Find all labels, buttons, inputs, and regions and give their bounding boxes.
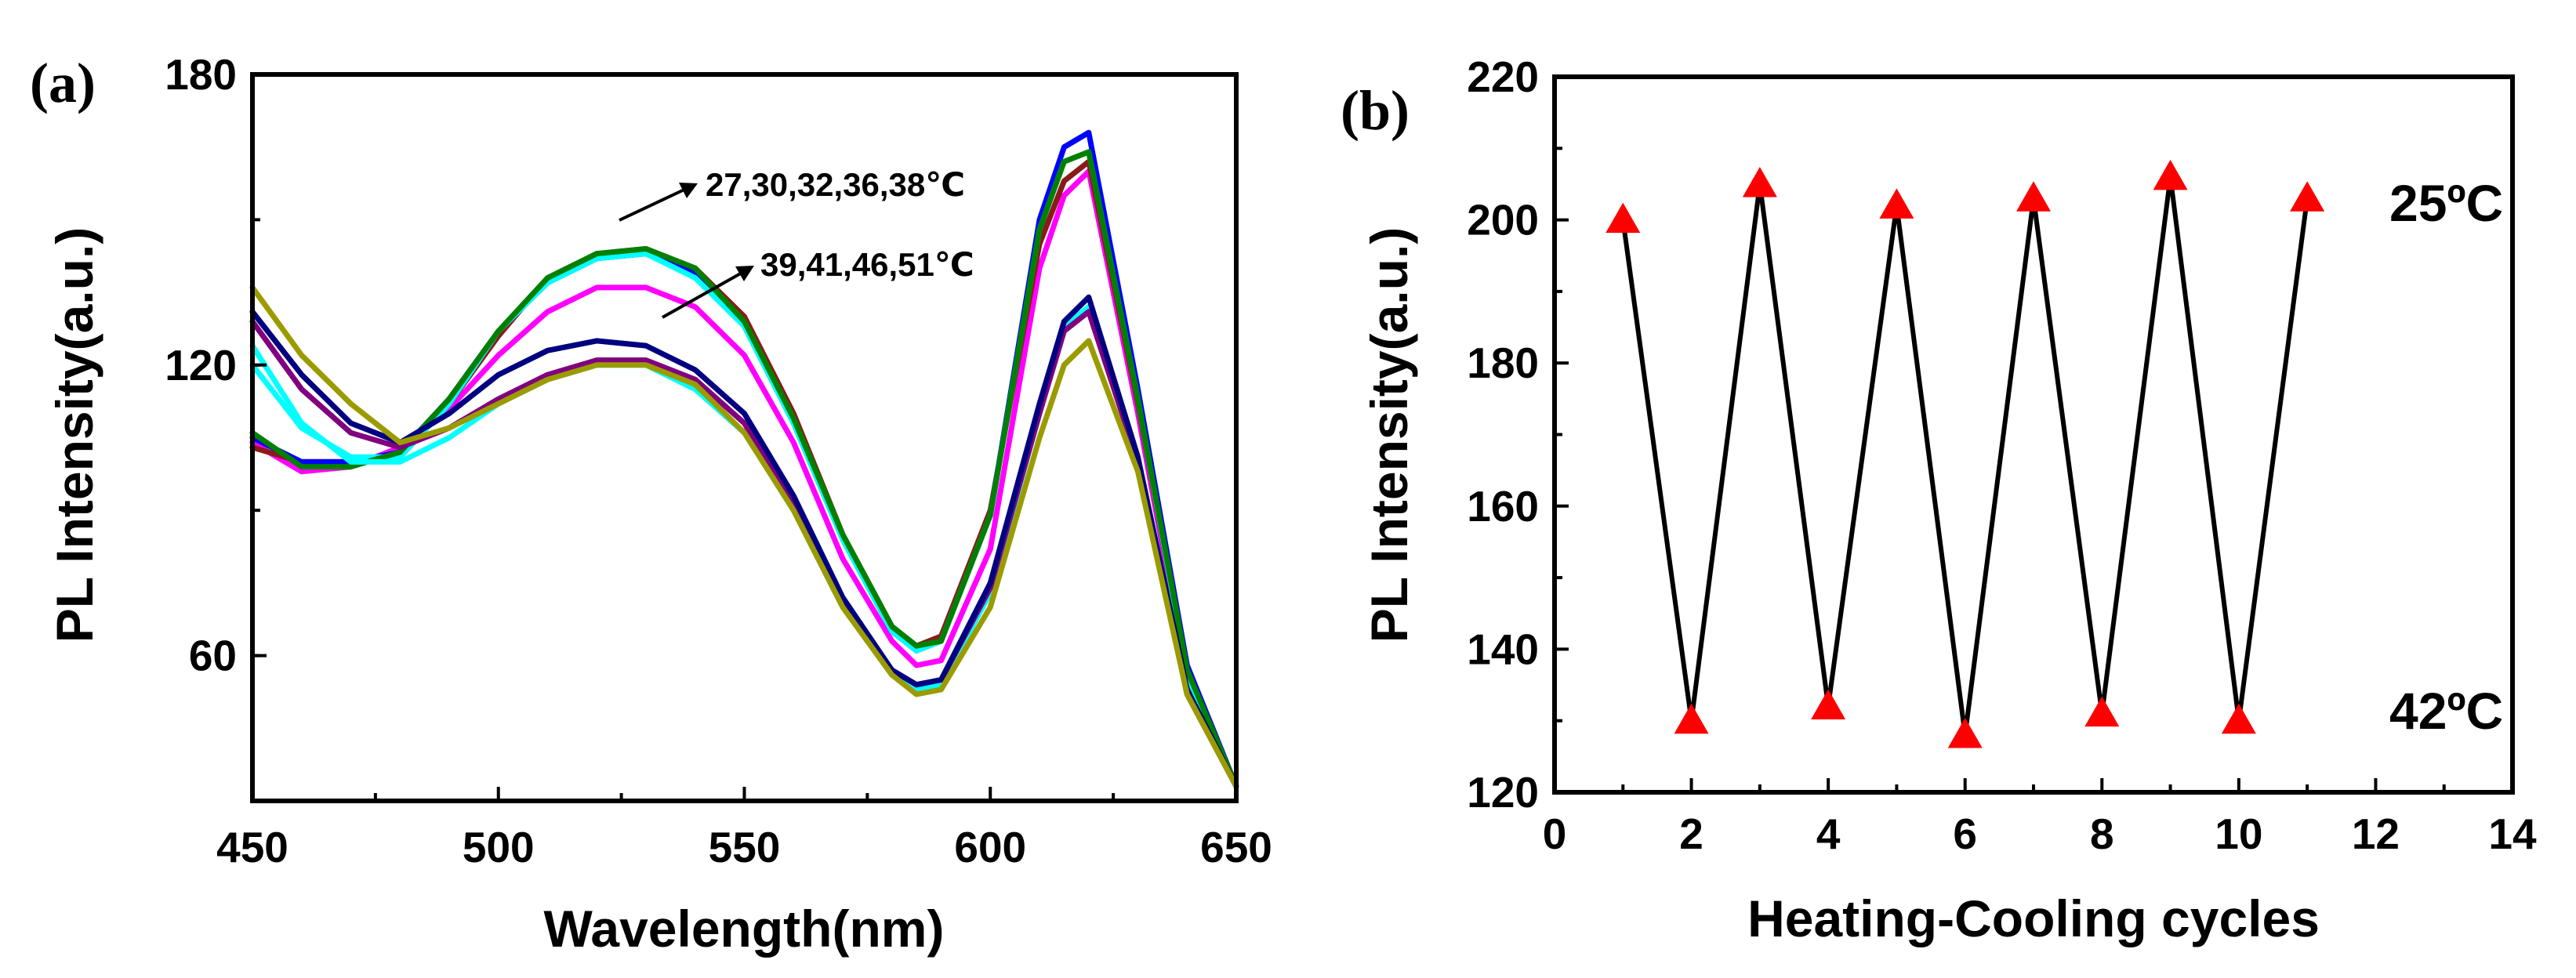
series-line-30 — [249, 158, 1239, 789]
x-tick-label: 6 — [1953, 810, 1977, 858]
cycle-marker-9 — [2153, 159, 2188, 190]
panel-a-spectra-chart: (a) 450 500 550 600 650 60 120 180 Wavelength(… — [30, 50, 1272, 958]
panel-a-y-axis: 60 120 180 — [165, 50, 267, 802]
y-tick-label: 60 — [189, 632, 237, 680]
cycle-marker-4 — [1811, 689, 1846, 719]
cycle-marker-3 — [1742, 166, 1777, 197]
series-line-39 — [249, 304, 1239, 789]
label-25c: 25ºC — [2389, 174, 2503, 232]
panel-b-markers-group — [1605, 159, 2325, 748]
label-42c: 42ºC — [2389, 682, 2503, 740]
x-tick-label: 2 — [1679, 810, 1703, 858]
x-tick-label: 14 — [2488, 810, 2537, 858]
cycle-marker-8 — [2084, 696, 2120, 727]
series-line-36 — [249, 149, 1239, 789]
annotation-arrow-2 — [662, 266, 754, 319]
panel-b-y-axis-title: PL Intensity(a.u.) — [1360, 227, 1418, 643]
cycle-marker-11 — [2290, 181, 2325, 212]
panel-a-x-axis-title: Wavelength(nm) — [544, 900, 945, 958]
annotation-low-temp-group: 27,30,32,36,38℃ — [706, 166, 965, 203]
x-tick-label: 500 — [463, 823, 535, 871]
annotation-arrow-2-head — [735, 266, 754, 281]
series-line-38 — [249, 149, 1239, 789]
x-tick-label: 600 — [954, 823, 1026, 871]
panel-a-x-axis: 450 500 550 600 650 — [216, 787, 1272, 871]
y-tick-label: 140 — [1467, 625, 1539, 673]
x-tick-label: 450 — [216, 823, 288, 871]
panel-a-y-axis-title: PL Intensity(a.u.) — [45, 227, 103, 643]
y-tick-label: 160 — [1467, 482, 1539, 531]
panel-b-x-axis: 0 2 4 6 8 10 12 14 — [1543, 778, 2537, 858]
y-tick-label: 120 — [165, 341, 237, 389]
series-line-27 — [249, 168, 1239, 789]
x-tick-label: 8 — [2090, 810, 2114, 858]
series-line-41 — [249, 309, 1239, 789]
cycle-marker-10 — [2221, 703, 2256, 734]
series-line-51 — [249, 284, 1239, 789]
x-tick-label: 550 — [709, 823, 781, 871]
cycle-marker-7 — [2016, 181, 2051, 212]
annotation-arrow-1-head — [679, 183, 698, 198]
annotation-high-temp-group: 39,41,46,51℃ — [760, 246, 974, 283]
panel-a-series-group — [249, 129, 1239, 789]
y-tick-label: 220 — [1467, 53, 1539, 101]
y-tick-label: 180 — [165, 50, 237, 99]
cycle-marker-5 — [1879, 188, 1914, 219]
x-tick-label: 12 — [2352, 810, 2400, 858]
annotation-arrow-2-line — [662, 270, 746, 319]
cycle-marker-2 — [1674, 703, 1709, 734]
cycle-marker-1 — [1605, 202, 1641, 234]
y-tick-label: 180 — [1467, 339, 1539, 387]
panel-b-label: (b) — [1341, 79, 1410, 142]
annotation-arrow-1 — [619, 183, 698, 222]
cycle-line — [1620, 176, 2310, 736]
x-tick-label: 10 — [2215, 810, 2262, 858]
cycle-marker-6 — [1947, 717, 1983, 748]
x-tick-label: 4 — [1816, 810, 1841, 858]
y-tick-label: 120 — [1467, 768, 1539, 817]
panel-a-label: (a) — [30, 52, 96, 114]
x-tick-label: 650 — [1200, 823, 1272, 871]
panel-b-y-axis: 120 140 160 180 200 220 — [1467, 53, 1569, 817]
series-line-46 — [249, 294, 1239, 789]
panel-b-x-axis-title: Heating-Cooling cycles — [1747, 889, 2320, 947]
x-tick-label: 0 — [1543, 810, 1567, 858]
annotation-arrow-1-line — [619, 187, 688, 222]
y-tick-label: 200 — [1467, 196, 1539, 244]
